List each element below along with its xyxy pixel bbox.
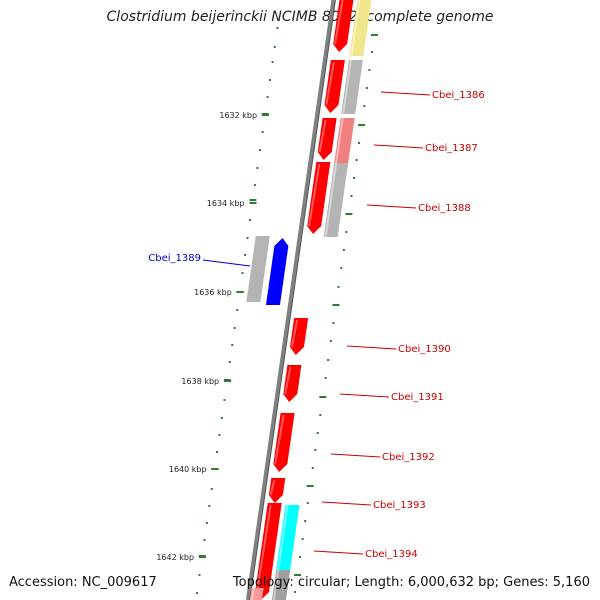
cds-arrow-1394 <box>255 503 282 600</box>
track-grey-1395-shine <box>272 569 280 600</box>
cds-arrow-1392-shine <box>274 414 285 465</box>
cds-arrow-1388-shine <box>308 163 321 227</box>
cds-arrow-1390-shine <box>290 319 299 348</box>
track-pink-bottom <box>249 588 264 600</box>
gene-label-Cbei_1389: Cbei_1389 <box>148 253 201 264</box>
accession-text: Accession: NC_009617 <box>9 575 157 590</box>
backbone-line <box>245 0 336 600</box>
gene-leader-Cbei_1392 <box>330 453 381 458</box>
gene-label-Cbei_1390: Cbei_1390 <box>398 344 451 355</box>
gene-leader-Cbei_1393 <box>321 501 372 506</box>
scale-label-5: 1642 kbp <box>156 553 194 562</box>
gene-label-Cbei_1391: Cbei_1391 <box>391 392 444 403</box>
track-grey-1389 <box>246 236 270 302</box>
track-grey-1386 <box>341 60 363 114</box>
topology-text: Topology: circular; Length: 6,000,632 bp… <box>232 575 590 590</box>
gene-leader-Cbei_1391 <box>339 393 390 398</box>
cds-arrow-1391-shine <box>284 366 292 395</box>
track-grey-1386-shine <box>342 59 352 115</box>
cds-arrow-1386-shine <box>325 61 335 106</box>
scale-label-0: 1632 kbp <box>219 111 257 120</box>
cds-arrow-1387 <box>317 118 337 160</box>
gene-label-Cbei_1394: Cbei_1394 <box>365 549 418 560</box>
gc-skew-ticks <box>195 27 378 594</box>
scale-label-4: 1640 kbp <box>169 465 207 474</box>
gene-leader-Cbei_1390 <box>346 345 397 350</box>
track-cyan-1394 <box>276 505 300 570</box>
gene-leader-Cbei_1388 <box>366 204 417 209</box>
gene-label-Cbei_1388: Cbei_1388 <box>418 203 471 214</box>
cds-arrow-1393-shine <box>269 479 276 496</box>
genome-backbone <box>245 0 336 600</box>
cds-arrow-1386 <box>324 60 345 113</box>
track-yellow-1385 <box>349 0 372 56</box>
cds-arrow-1392 <box>273 413 295 472</box>
track-pink-1387-shine <box>335 117 344 164</box>
gene-labels: Cbei_1386 Cbei_1387 Cbei_1388 Cbei_1389 Cbei… <box>148 90 484 560</box>
scale-label-2: 1636 kbp <box>194 288 232 297</box>
cds-arrow-1393 <box>268 478 286 503</box>
scale-ticks: 1632 kbp 1634 kbp 1636 kbp 1638 kbp 1640 kbp… <box>156 111 270 562</box>
backbone-edge <box>249 0 336 600</box>
cds-arrow-1394-shine <box>255 504 272 593</box>
gene-leader-Cbei_1387 <box>373 144 424 149</box>
cds-arrow-1391 <box>283 365 302 402</box>
track-pink-bottom-shine <box>250 587 255 600</box>
track-grey-1388-shine <box>324 162 338 238</box>
track-grey-1389-shine <box>261 235 273 303</box>
scale-label-1: 1634 kbp <box>207 199 245 208</box>
track-grey-1395 <box>271 570 291 600</box>
track-pink-1387 <box>334 118 355 163</box>
cds-arrow-1387-shine <box>318 119 327 153</box>
track-yellow-1385-shine <box>350 0 361 57</box>
gene-label-Cbei_1387: Cbei_1387 <box>425 143 478 154</box>
map-title: Clostridium beijerinckii NCIMB 8052, com… <box>106 9 494 25</box>
gene-label-Cbei_1393: Cbei_1393 <box>373 500 426 511</box>
cds-arrow-1389 <box>265 238 289 305</box>
gene-leader-Cbei_1394 <box>313 550 364 555</box>
cds-arrow-1385-shine <box>334 0 344 45</box>
cds-arrow-1388 <box>307 162 331 234</box>
gene-label-Cbei_1392: Cbei_1392 <box>382 452 435 463</box>
gene-label-Cbei_1386: Cbei_1386 <box>432 90 485 101</box>
track-cyan-1394-shine <box>277 504 289 571</box>
gene-leader-Cbei_1386 <box>380 91 431 96</box>
cds-arrow-1389-shine <box>281 239 294 298</box>
feature-tracks <box>246 0 372 600</box>
scale-label-3: 1638 kbp <box>181 377 219 386</box>
track-grey-1388 <box>323 163 349 237</box>
cds-arrow-1390 <box>289 318 309 355</box>
gene-leader-Cbei_1389 <box>202 259 251 267</box>
cds-arrow-1385 <box>333 0 354 52</box>
